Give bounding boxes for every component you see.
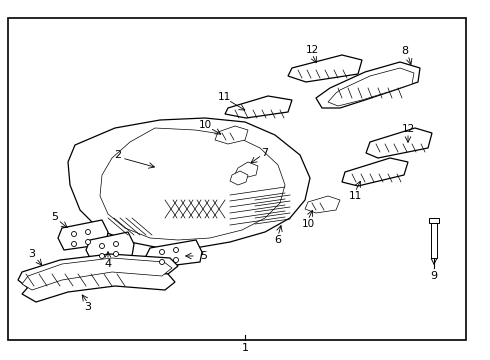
- Text: 1: 1: [242, 343, 248, 353]
- Circle shape: [160, 249, 165, 255]
- Circle shape: [160, 260, 165, 265]
- Text: 3: 3: [84, 302, 92, 312]
- Text: 7: 7: [262, 148, 269, 158]
- Circle shape: [72, 231, 76, 237]
- Polygon shape: [58, 220, 108, 250]
- Text: 10: 10: [301, 219, 315, 229]
- Text: 5: 5: [51, 212, 58, 222]
- Text: 5: 5: [200, 251, 207, 261]
- Circle shape: [114, 252, 119, 257]
- Polygon shape: [366, 128, 432, 158]
- Circle shape: [173, 257, 178, 262]
- Circle shape: [173, 248, 178, 252]
- Polygon shape: [225, 96, 292, 118]
- Polygon shape: [18, 254, 178, 288]
- Text: 9: 9: [430, 271, 438, 281]
- Text: 11: 11: [218, 92, 231, 102]
- Text: 2: 2: [115, 150, 122, 160]
- Polygon shape: [230, 171, 248, 185]
- Polygon shape: [305, 196, 340, 213]
- Bar: [8, 18, 466, 340]
- Circle shape: [85, 239, 91, 244]
- Text: 10: 10: [198, 120, 212, 130]
- Polygon shape: [68, 118, 310, 248]
- Text: 6: 6: [274, 235, 281, 245]
- Polygon shape: [288, 55, 362, 82]
- Text: 12: 12: [401, 124, 415, 134]
- Bar: [431, 223, 437, 258]
- Bar: [429, 218, 439, 223]
- Polygon shape: [215, 126, 248, 144]
- Polygon shape: [235, 162, 258, 178]
- Text: 11: 11: [348, 191, 362, 201]
- Circle shape: [99, 243, 104, 248]
- Polygon shape: [146, 240, 202, 268]
- Circle shape: [114, 242, 119, 247]
- Circle shape: [99, 253, 104, 258]
- Text: 12: 12: [305, 45, 318, 55]
- Text: 8: 8: [401, 46, 409, 56]
- Text: 3: 3: [28, 249, 35, 259]
- Polygon shape: [86, 232, 134, 262]
- Circle shape: [85, 230, 91, 234]
- Polygon shape: [328, 68, 414, 106]
- Polygon shape: [342, 158, 408, 186]
- Polygon shape: [22, 270, 175, 302]
- Polygon shape: [316, 62, 420, 108]
- Polygon shape: [100, 128, 285, 240]
- Circle shape: [72, 242, 76, 247]
- Polygon shape: [22, 258, 172, 290]
- Text: 4: 4: [104, 259, 112, 269]
